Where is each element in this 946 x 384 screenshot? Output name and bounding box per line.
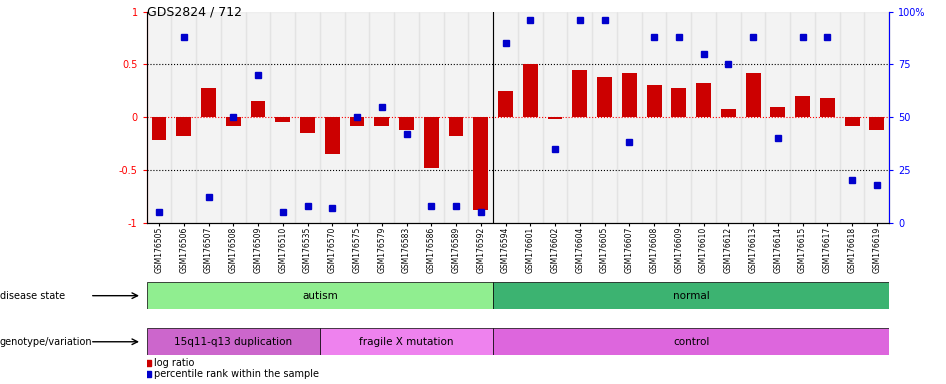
Bar (518, 12, 543, 223)
Bar (692, 12, 716, 223)
Bar (448, 117, 464, 136)
Bar (300, 117, 315, 133)
Bar (493, 12, 518, 223)
Bar (493, 328, 889, 355)
Bar (424, 117, 439, 168)
Bar (295, 12, 320, 223)
Bar (220, 12, 246, 223)
Bar (796, 96, 810, 117)
Bar (324, 117, 340, 154)
Bar (716, 12, 741, 223)
Bar (641, 12, 666, 223)
Bar (696, 83, 711, 117)
Bar (840, 12, 865, 223)
Bar (375, 117, 389, 126)
Text: control: control (673, 337, 710, 347)
Bar (721, 109, 736, 117)
Bar (672, 88, 686, 117)
Bar (201, 88, 216, 117)
Text: genotype/variation: genotype/variation (0, 337, 93, 347)
Bar (617, 12, 641, 223)
Bar (820, 98, 834, 117)
Bar (147, 12, 171, 223)
Bar (394, 12, 419, 223)
Text: fragile X mutation: fragile X mutation (359, 337, 454, 347)
Bar (151, 117, 166, 141)
Bar (568, 12, 592, 223)
Bar (399, 117, 414, 130)
Text: log ratio: log ratio (153, 358, 194, 368)
Bar (320, 12, 344, 223)
Bar (419, 12, 444, 223)
Bar (572, 70, 587, 117)
Bar (745, 73, 761, 117)
Text: disease state: disease state (0, 291, 65, 301)
Bar (765, 12, 790, 223)
Bar (548, 117, 563, 119)
Bar (147, 282, 493, 309)
Bar (171, 12, 196, 223)
Bar (543, 12, 568, 223)
Bar (790, 12, 815, 223)
Text: normal: normal (673, 291, 710, 301)
Bar (344, 12, 369, 223)
Bar (251, 101, 266, 117)
Bar (493, 282, 889, 309)
Bar (845, 117, 860, 126)
Bar (271, 12, 295, 223)
Bar (176, 117, 191, 136)
Bar (499, 91, 513, 117)
Bar (444, 12, 468, 223)
Bar (597, 77, 612, 117)
Bar (815, 12, 840, 223)
Bar (473, 117, 488, 210)
Bar (647, 86, 661, 117)
Text: 15q11-q13 duplication: 15q11-q13 duplication (174, 337, 292, 347)
Text: autism: autism (302, 291, 338, 301)
Bar (246, 12, 271, 223)
Bar (350, 117, 364, 126)
Bar (523, 64, 537, 117)
Bar (869, 117, 885, 130)
Bar (468, 12, 493, 223)
Bar (196, 12, 220, 223)
Bar (666, 12, 692, 223)
Text: percentile rank within the sample: percentile rank within the sample (153, 369, 319, 379)
Bar (622, 73, 637, 117)
Bar (147, 328, 320, 355)
Bar (275, 117, 290, 122)
Bar (226, 117, 240, 126)
Bar (770, 107, 785, 117)
Bar (592, 12, 617, 223)
Bar (865, 12, 889, 223)
Bar (369, 12, 394, 223)
Bar (320, 328, 493, 355)
Text: GDS2824 / 712: GDS2824 / 712 (147, 6, 241, 19)
Bar (741, 12, 765, 223)
